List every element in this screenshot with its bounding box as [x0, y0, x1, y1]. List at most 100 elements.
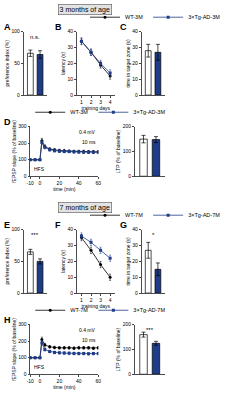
svg-text:100: 100	[12, 28, 21, 34]
svg-text:30: 30	[67, 242, 73, 248]
svg-text:3: 3	[99, 99, 102, 105]
svg-text:40: 40	[67, 28, 73, 34]
svg-text:200: 200	[18, 338, 27, 344]
svg-text:time (min): time (min)	[53, 186, 76, 192]
svg-text:time in target zone (s): time in target zone (s)	[125, 237, 131, 286]
svg-text:HFS: HFS	[34, 364, 45, 370]
svg-text:preference index (%): preference index (%)	[4, 40, 10, 87]
svg-text:LTP (% of baseline): LTP (% of baseline)	[115, 129, 121, 173]
svg-text:0: 0	[128, 371, 131, 377]
svg-text:0.4 mV: 0.4 mV	[79, 129, 96, 135]
svg-text:300: 300	[18, 321, 27, 327]
svg-text:B: B	[55, 22, 62, 32]
svg-text:0: 0	[128, 173, 131, 179]
svg-text:100: 100	[18, 354, 27, 360]
svg-text:training days: training days	[82, 303, 111, 309]
svg-text:training days: training days	[82, 105, 111, 111]
svg-text:30: 30	[67, 44, 73, 50]
svg-text:20: 20	[57, 378, 63, 384]
svg-text:200: 200	[123, 123, 132, 129]
svg-text:40: 40	[67, 226, 73, 232]
svg-text:0.4 mV: 0.4 mV	[79, 327, 96, 333]
svg-text:G: G	[120, 220, 127, 230]
svg-text:50: 50	[14, 60, 20, 66]
svg-text:preference index (%): preference index (%)	[4, 238, 10, 285]
svg-text:30: 30	[132, 44, 138, 50]
svg-text:60: 60	[95, 378, 101, 384]
svg-text:10: 10	[132, 76, 138, 82]
svg-text:3×Tg-AD-3M: 3×Tg-AD-3M	[133, 109, 165, 115]
svg-text:WT-7M: WT-7M	[125, 212, 143, 218]
svg-text:10 ms: 10 ms	[82, 139, 96, 145]
svg-text:3×Tg-AD-7M: 3×Tg-AD-7M	[133, 307, 165, 313]
svg-text:time in target zone (s): time in target zone (s)	[125, 39, 131, 88]
svg-text:0: 0	[39, 378, 42, 384]
svg-text:20: 20	[132, 60, 138, 66]
svg-text:E: E	[4, 220, 10, 230]
svg-text:3 months of age: 3 months of age	[60, 6, 110, 14]
svg-text:0: 0	[135, 290, 138, 296]
svg-text:0: 0	[70, 92, 73, 98]
svg-text:20: 20	[67, 60, 73, 66]
svg-text:1: 1	[80, 99, 83, 105]
svg-text:3×Tg-AD-3M: 3×Tg-AD-3M	[188, 14, 220, 20]
svg-text:***: ***	[146, 327, 154, 333]
svg-text:A: A	[4, 22, 11, 32]
svg-text:20: 20	[67, 258, 73, 264]
svg-text:4: 4	[109, 99, 112, 105]
svg-text:WT-7M: WT-7M	[70, 307, 88, 313]
svg-text:HFS: HFS	[34, 166, 45, 172]
svg-text:200: 200	[18, 140, 27, 146]
svg-text:0: 0	[17, 92, 20, 98]
svg-text:20: 20	[57, 180, 63, 186]
svg-text:*: *	[152, 232, 155, 238]
svg-text:0: 0	[17, 290, 20, 296]
svg-text:3: 3	[99, 297, 102, 303]
svg-text:10: 10	[132, 274, 138, 280]
svg-text:0: 0	[70, 290, 73, 296]
svg-text:300: 300	[18, 123, 27, 129]
svg-text:200: 200	[123, 321, 132, 327]
svg-text:4: 4	[109, 297, 112, 303]
svg-text:H: H	[4, 315, 11, 325]
svg-text:0: 0	[39, 180, 42, 186]
svg-text:40: 40	[76, 180, 82, 186]
svg-text:C: C	[120, 22, 127, 32]
svg-text:40: 40	[76, 378, 82, 384]
svg-text:10 ms: 10 ms	[82, 337, 96, 343]
svg-text:0: 0	[135, 92, 138, 98]
svg-text:0: 0	[24, 173, 27, 179]
svg-text:100: 100	[123, 346, 132, 352]
svg-text:1: 1	[80, 297, 83, 303]
svg-text:***: ***	[31, 232, 39, 238]
svg-text:F: F	[55, 220, 61, 230]
svg-text:40: 40	[132, 28, 138, 34]
svg-text:D: D	[4, 117, 11, 127]
svg-text:0: 0	[24, 371, 27, 377]
svg-text:40: 40	[132, 226, 138, 232]
svg-text:fEPSP slope (% of baseline): fEPSP slope (% of baseline)	[11, 120, 17, 183]
svg-text:100: 100	[123, 148, 132, 154]
svg-text:3×Tg-AD-7M: 3×Tg-AD-7M	[188, 212, 220, 218]
svg-text:n.s.: n.s.	[30, 34, 40, 40]
svg-text:20: 20	[132, 258, 138, 264]
svg-text:30: 30	[132, 242, 138, 248]
svg-text:50: 50	[14, 258, 20, 264]
svg-text:WT-3M: WT-3M	[125, 14, 143, 20]
svg-text:10: 10	[67, 76, 73, 82]
svg-text:fEPSP slope (% of baseline): fEPSP slope (% of baseline)	[11, 318, 17, 381]
svg-text:2: 2	[90, 99, 93, 105]
svg-text:LTP (% of baseline): LTP (% of baseline)	[115, 327, 121, 371]
svg-text:latency (s): latency (s)	[60, 250, 66, 273]
svg-text:time (min): time (min)	[53, 384, 76, 390]
svg-text:100: 100	[18, 156, 27, 162]
svg-text:60: 60	[95, 180, 101, 186]
svg-text:-10: -10	[27, 180, 34, 186]
svg-text:-10: -10	[27, 378, 34, 384]
svg-text:10: 10	[67, 274, 73, 280]
svg-text:7 months of age: 7 months of age	[60, 204, 110, 212]
svg-text:WT-3M: WT-3M	[70, 109, 88, 115]
svg-text:100: 100	[12, 226, 21, 232]
svg-text:2: 2	[90, 297, 93, 303]
svg-text:latency (s): latency (s)	[60, 52, 66, 75]
